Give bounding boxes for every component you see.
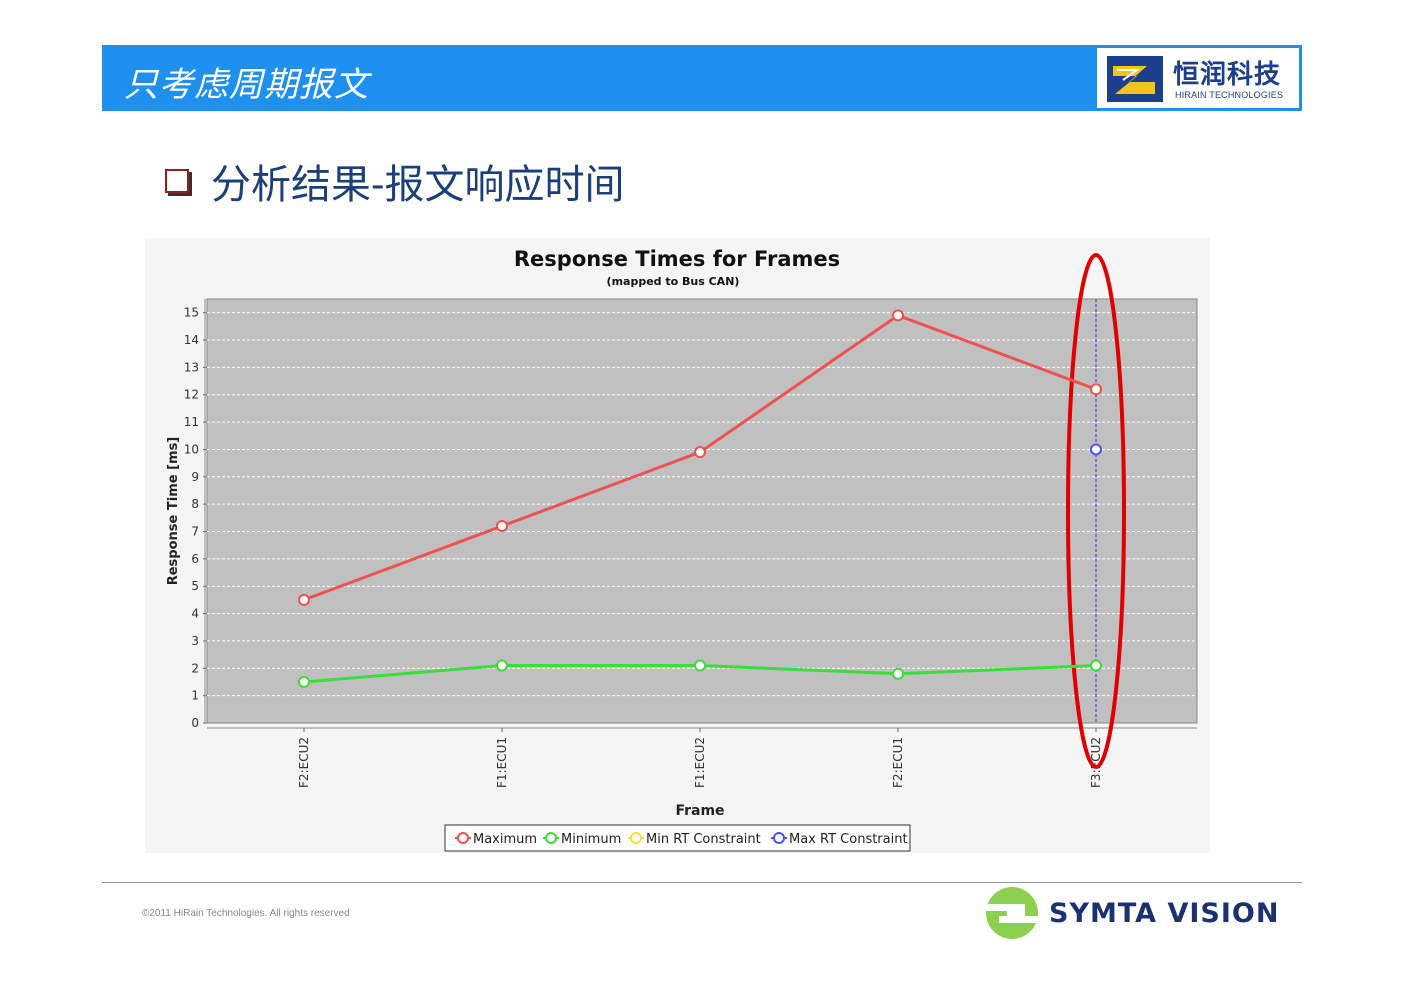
data-point xyxy=(496,659,508,672)
logo-chinese-name: 恒润科技 xyxy=(1173,60,1282,90)
x-axis-title: Frame xyxy=(675,803,724,819)
logo-english-name: HIRAIN TECHNOLOGIES xyxy=(1175,90,1284,100)
x-tick-label: F1:ECU1 xyxy=(495,737,509,788)
y-axis-title: Response Time [ms] xyxy=(166,437,181,586)
section-heading-text: 分析结果-报文响应时间 xyxy=(211,162,625,208)
data-point xyxy=(694,446,706,459)
data-point xyxy=(1090,443,1102,456)
y-tick-label: 0 xyxy=(191,716,199,730)
response-time-chart: Response Times for Frames (mapped to Bus… xyxy=(145,238,1210,853)
grid-lines xyxy=(207,312,1197,697)
data-point xyxy=(892,667,904,680)
section-heading: 分析结果-报文响应时间 xyxy=(165,152,625,210)
legend-swatch-marker xyxy=(545,832,557,844)
x-tick-label: F2:ECU1 xyxy=(891,737,905,788)
y-tick-label: 6 xyxy=(191,552,199,566)
data-point xyxy=(298,593,310,606)
data-point xyxy=(298,675,310,688)
highlight-ellipse xyxy=(1066,253,1126,769)
symta-vision-logo: SYMTA VISION xyxy=(985,886,1279,940)
legend-swatch-marker xyxy=(773,832,785,844)
y-tick-label: 5 xyxy=(191,579,199,593)
legend-label: Max RT Constraint xyxy=(789,832,908,847)
x-axis: F2:ECU2 F1:ECU1 F1:ECU2 F2:ECU1 F3:ECU2 xyxy=(207,727,1197,788)
header-banner: 只考虑周期报文 恒润科技 HIRAIN TECHNOLOGIES xyxy=(102,45,1302,111)
series-layer xyxy=(298,309,1102,688)
y-tick-label: 14 xyxy=(184,333,199,347)
y-tick-label: 9 xyxy=(191,470,199,484)
x-tick-label: F3:ECU2 xyxy=(1089,737,1103,788)
hirain-logo: 恒润科技 HIRAIN TECHNOLOGIES xyxy=(1097,48,1299,108)
y-tick-label: 7 xyxy=(191,525,199,539)
symta-brand-text: SYMTA VISION xyxy=(1049,897,1280,929)
x-tick-label: F1:ECU2 xyxy=(693,737,707,788)
slide-title: 只考虑周期报文 xyxy=(124,65,369,105)
y-tick-label: 1 xyxy=(191,689,199,703)
legend-label: Min RT Constraint xyxy=(646,832,761,847)
chart-title: Response Times for Frames xyxy=(514,247,840,271)
data-point xyxy=(694,659,706,672)
y-tick-label: 11 xyxy=(184,415,199,429)
highlight-layer xyxy=(1066,253,1126,769)
legend-swatch-marker xyxy=(630,832,642,844)
legend-label: Minimum xyxy=(561,832,621,847)
y-tick-label: 10 xyxy=(184,442,199,456)
data-point xyxy=(1090,383,1102,396)
y-tick-label: 15 xyxy=(184,306,199,320)
y-tick-label: 2 xyxy=(191,661,199,675)
y-tick-label: 4 xyxy=(191,607,199,621)
footer-divider xyxy=(102,882,1302,883)
y-tick-label: 3 xyxy=(191,634,199,648)
legend: Maximum Minimum Min RT Constraint Max RT Co… xyxy=(444,824,911,852)
y-tick-label: 12 xyxy=(184,388,199,402)
chart-canvas: Response Times for Frames (mapped to Bus… xyxy=(166,247,1198,852)
legend-label: Maximum xyxy=(473,832,537,847)
y-tick-label: 13 xyxy=(184,360,199,374)
x-tick-label: F2:ECU2 xyxy=(297,737,311,788)
data-point xyxy=(496,520,508,533)
chart-subtitle: (mapped to Bus CAN) xyxy=(607,275,740,288)
data-point xyxy=(1090,659,1102,672)
hirain-logo-icon xyxy=(1107,56,1163,102)
copyright-text: ©2011 HiRain Technologies. All rights re… xyxy=(142,908,350,919)
data-point xyxy=(892,309,904,322)
legend-box xyxy=(444,824,911,852)
y-tick-label: 8 xyxy=(191,497,199,511)
symta-logo-icon xyxy=(985,887,1039,939)
bullet-box-icon xyxy=(165,169,189,193)
legend-swatch-marker xyxy=(457,832,469,844)
plot-area xyxy=(206,298,1198,724)
